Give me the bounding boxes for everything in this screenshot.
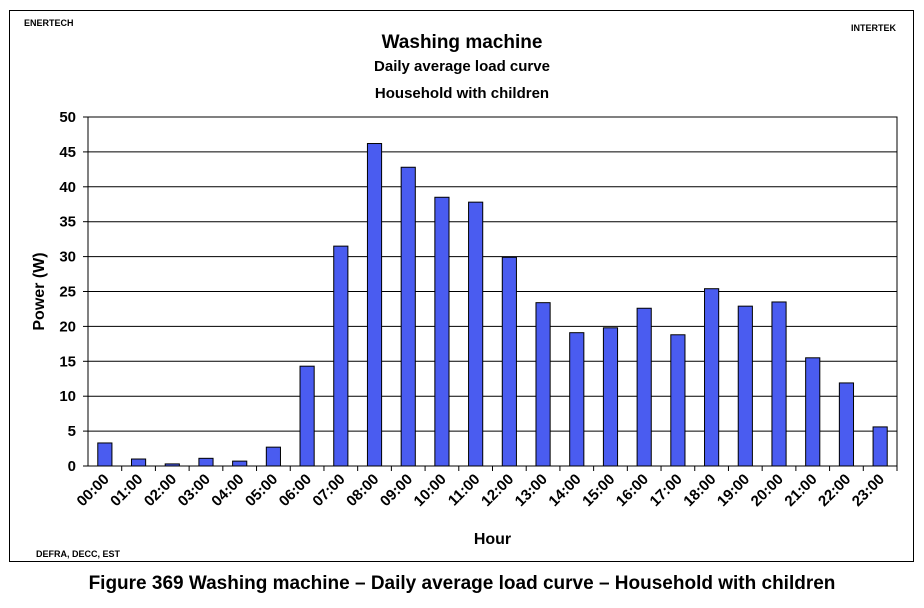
y-axis-label: Power (W) bbox=[31, 252, 48, 330]
enertech-label: ENERTECH bbox=[24, 18, 74, 28]
bar bbox=[872, 426, 888, 467]
x-tick-label: 08:00 bbox=[343, 471, 382, 510]
y-tick-label: 15 bbox=[59, 353, 76, 370]
y-tick-label: 10 bbox=[59, 388, 76, 405]
x-tick-label: 19:00 bbox=[714, 471, 753, 510]
bar bbox=[232, 460, 248, 467]
x-tick-label: 12:00 bbox=[478, 471, 517, 510]
y-tick-label: 25 bbox=[59, 284, 76, 301]
x-tick-label: 21:00 bbox=[781, 471, 820, 510]
x-tick-label: 11:00 bbox=[445, 471, 484, 510]
x-tick-label: 18:00 bbox=[680, 471, 719, 510]
y-tick-label: 0 bbox=[68, 458, 76, 475]
y-tick-label: 5 bbox=[68, 423, 76, 440]
x-tick-label: 15:00 bbox=[579, 471, 618, 510]
bar bbox=[805, 357, 821, 467]
x-tick-label: 07:00 bbox=[309, 471, 348, 510]
x-tick-label: 05:00 bbox=[242, 471, 281, 510]
y-tick-label: 35 bbox=[59, 214, 76, 231]
bar bbox=[265, 446, 281, 467]
x-tick-label: 01:00 bbox=[107, 471, 146, 510]
chart-title: Washing machine bbox=[381, 32, 543, 53]
bar bbox=[333, 245, 349, 467]
bar bbox=[164, 463, 180, 467]
bar bbox=[299, 365, 315, 467]
y-tick-label: 30 bbox=[59, 249, 76, 266]
bar bbox=[535, 302, 551, 467]
bar bbox=[602, 327, 619, 467]
bar bbox=[97, 442, 113, 467]
x-tick-label: 06:00 bbox=[276, 471, 315, 510]
chart-frame bbox=[9, 10, 914, 562]
bar bbox=[704, 288, 720, 467]
figure-caption: Figure 369 Washing machine – Daily avera… bbox=[88, 573, 836, 594]
bar bbox=[838, 382, 855, 467]
x-tick-label: 09:00 bbox=[377, 471, 416, 510]
x-axis-label: Hour bbox=[474, 531, 511, 548]
bar bbox=[636, 307, 652, 467]
x-tick-label: 23:00 bbox=[849, 471, 888, 510]
x-tick-label: 20:00 bbox=[748, 471, 787, 510]
bar bbox=[366, 143, 383, 467]
intertek-label: INTERTEK bbox=[851, 23, 896, 33]
bar bbox=[434, 196, 450, 467]
x-tick-label: 04:00 bbox=[208, 471, 247, 510]
bar bbox=[569, 332, 585, 467]
chart-subtitle-2: Household with children bbox=[374, 85, 550, 102]
x-tick-label: 10:00 bbox=[411, 471, 450, 510]
chart-subtitle: Daily average load curve bbox=[374, 58, 550, 75]
x-tick-label: 22:00 bbox=[815, 471, 854, 510]
bar bbox=[670, 334, 686, 467]
x-tick-label: 17:00 bbox=[647, 471, 686, 510]
bar bbox=[130, 458, 147, 467]
x-tick-label: 02:00 bbox=[141, 471, 180, 510]
source-label: DEFRA, DECC, EST bbox=[36, 549, 121, 559]
bar bbox=[468, 201, 484, 467]
bar bbox=[198, 457, 214, 467]
y-tick-label: 50 bbox=[59, 109, 76, 126]
bar bbox=[771, 301, 787, 467]
y-tick-label: 40 bbox=[59, 179, 76, 196]
bar bbox=[501, 256, 517, 467]
bar bbox=[737, 305, 753, 467]
x-tick-label: 16:00 bbox=[613, 471, 652, 510]
y-tick-label: 20 bbox=[59, 318, 76, 335]
x-tick-label: 00:00 bbox=[74, 471, 113, 510]
y-tick-label: 45 bbox=[59, 144, 76, 161]
x-tick-label: 13:00 bbox=[512, 471, 551, 510]
bar bbox=[400, 166, 416, 467]
x-tick-label: 14:00 bbox=[545, 471, 584, 510]
x-tick-label: 03:00 bbox=[175, 471, 214, 510]
